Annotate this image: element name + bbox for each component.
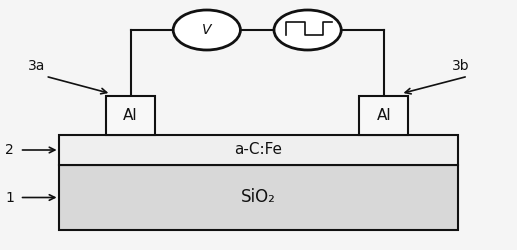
Bar xyxy=(359,96,408,135)
Text: 3b: 3b xyxy=(452,59,470,73)
Text: Al: Al xyxy=(376,108,391,123)
Text: SiO₂: SiO₂ xyxy=(241,188,276,206)
Text: V: V xyxy=(202,23,211,37)
Text: Al: Al xyxy=(123,108,138,123)
Text: a-C:Fe: a-C:Fe xyxy=(235,142,282,158)
Text: 3a: 3a xyxy=(28,59,46,73)
Ellipse shape xyxy=(173,10,240,50)
Text: 2: 2 xyxy=(5,143,14,157)
Text: 1: 1 xyxy=(5,190,14,204)
Ellipse shape xyxy=(274,10,341,50)
Bar xyxy=(59,165,458,230)
Bar xyxy=(59,135,458,165)
Bar xyxy=(106,96,155,135)
